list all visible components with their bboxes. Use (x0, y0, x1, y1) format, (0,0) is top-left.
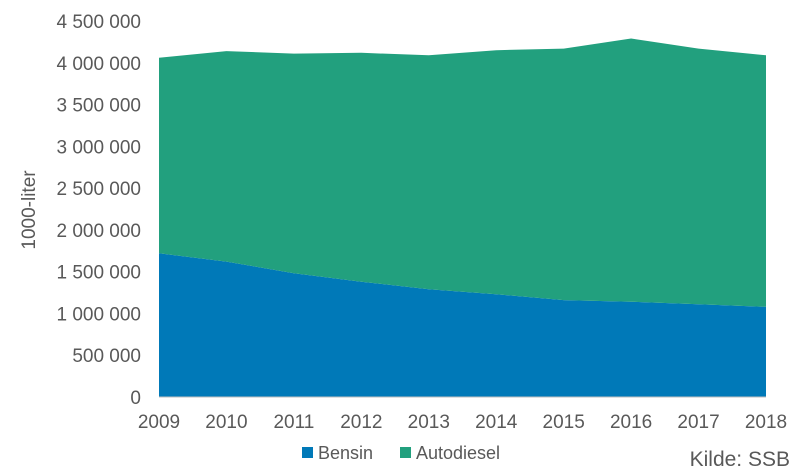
y-tick-label: 1 000 000 (56, 304, 141, 325)
y-tick-label: 4 000 000 (56, 54, 141, 75)
x-tick-label: 2009 (138, 412, 180, 433)
y-tick-label: 4 500 000 (56, 12, 141, 33)
x-tick-label: 2018 (745, 412, 787, 433)
area-series-bensin (159, 253, 766, 397)
x-tick-label: 2010 (205, 412, 247, 433)
legend-swatch-autodiesel (400, 447, 411, 458)
y-tick-label: 2 000 000 (56, 221, 141, 242)
legend-label-autodiesel: Autodiesel (416, 443, 500, 463)
source-label: Kilde: SSB (690, 448, 790, 471)
x-tick-label: 2013 (408, 412, 450, 433)
y-tick-label: 500 000 (72, 346, 141, 367)
x-axis-ticks: 2009 2010 2011 2012 2013 2014 2015 2016 2017 2018 (138, 412, 787, 433)
y-axis-title: 1000-liter (19, 170, 40, 250)
area-series-autodiesel (159, 38, 766, 307)
legend: Bensin Autodiesel (302, 443, 500, 463)
x-tick-label: 2012 (340, 412, 382, 433)
x-tick-label: 2015 (543, 412, 585, 433)
legend-swatch-bensin (302, 447, 313, 458)
plot-areas (159, 38, 766, 397)
y-axis-ticks: 0 500 000 1 000 000 1 500 000 2 000 000 2 500… (56, 12, 141, 409)
x-tick-label: 2016 (610, 412, 652, 433)
x-tick-label: 2017 (677, 412, 719, 433)
y-tick-label: 3 500 000 (56, 96, 141, 117)
y-tick-label: 1 500 000 (56, 263, 141, 284)
x-tick-label: 2011 (273, 412, 314, 433)
x-tick-label: 2014 (475, 412, 518, 433)
y-tick-label: 3 000 000 (56, 137, 141, 158)
y-tick-label: 0 (130, 388, 141, 409)
legend-label-bensin: Bensin (318, 443, 373, 463)
y-tick-label: 2 500 000 (56, 179, 141, 200)
